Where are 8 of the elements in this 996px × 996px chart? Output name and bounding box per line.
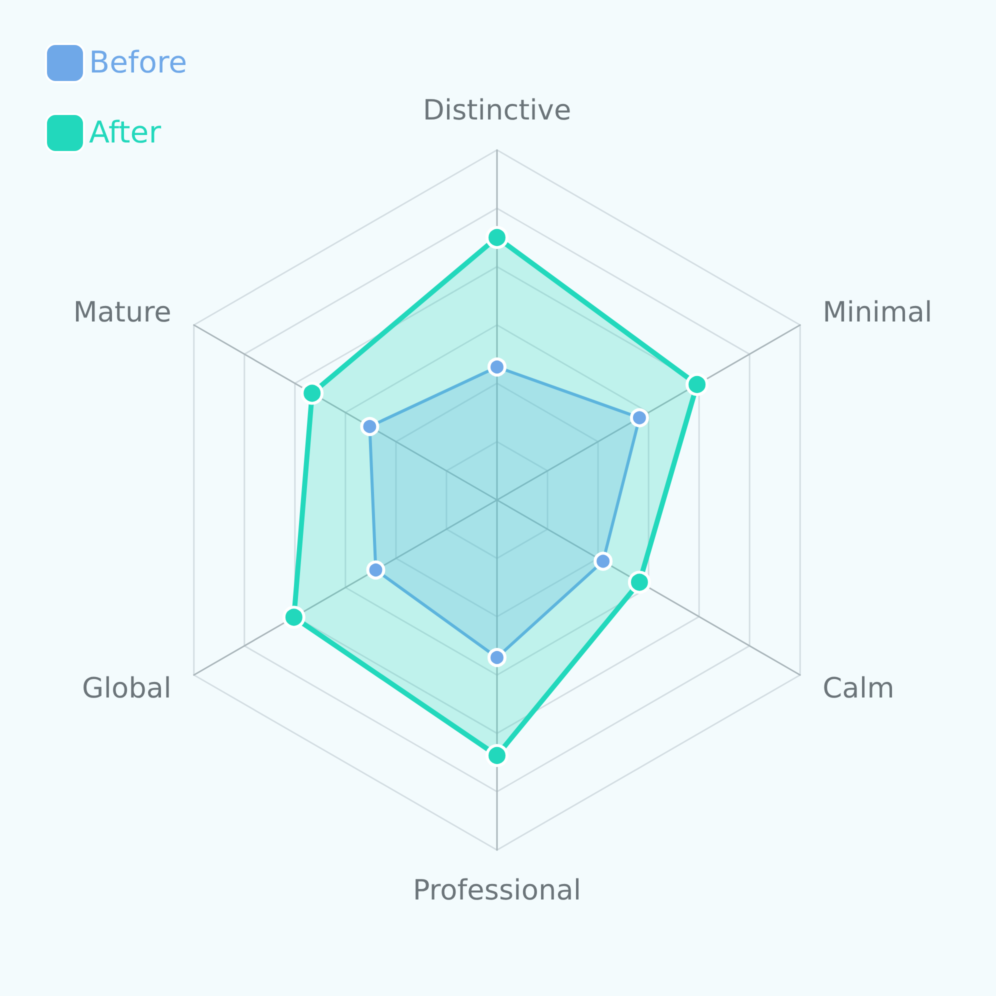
spoke-label: Professional <box>412 874 582 906</box>
spoke-label: Calm <box>822 672 894 704</box>
legend-label: Before <box>89 46 188 80</box>
spoke-label: Global <box>82 672 172 704</box>
spoke-label: Mature <box>73 296 172 328</box>
legend-label: After <box>89 116 162 150</box>
spoke-label: Distinctive <box>422 94 572 126</box>
spoke-label: Minimal <box>822 296 932 328</box>
